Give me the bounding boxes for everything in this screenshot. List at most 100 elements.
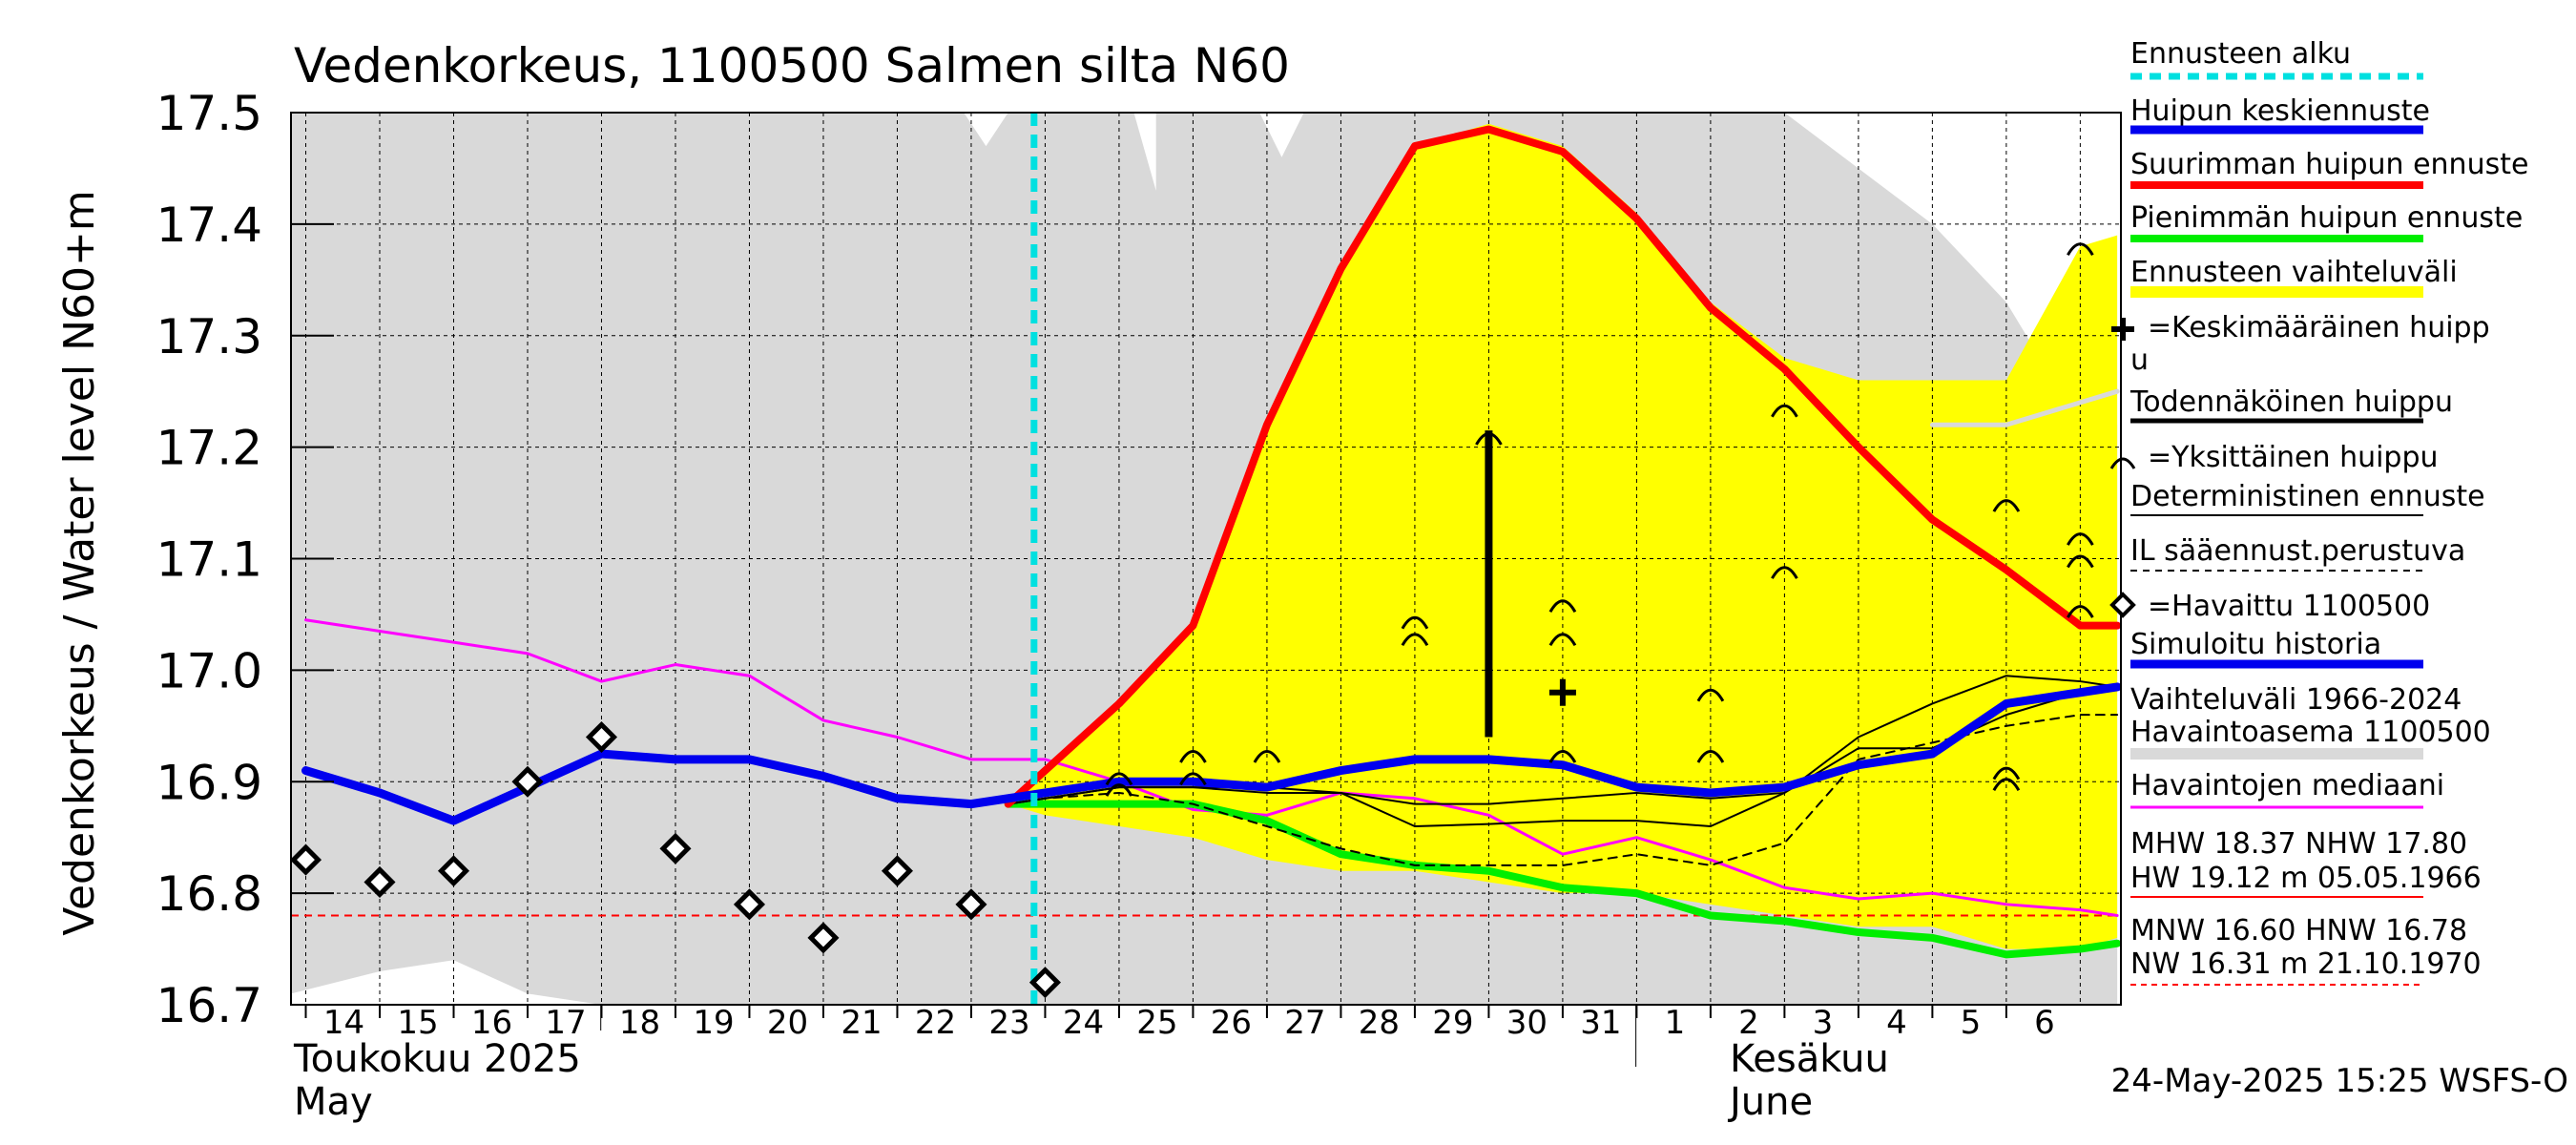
legend-label: Ennusteen vaihteluväli (2130, 256, 2458, 289)
legend-mean-peak-icon (2111, 318, 2134, 341)
footer-timestamp: 24-May-2025 15:25 WSFS-O (2111, 1062, 2568, 1100)
x-tick-label: 29 (1432, 1004, 1473, 1042)
month-label-june-en: June (1727, 1080, 1813, 1124)
forecast-band-area (1008, 123, 2118, 949)
legend-label: =Keskimääräinen huipp (2148, 311, 2490, 344)
x-tick-label: 30 (1506, 1004, 1548, 1042)
legend-observed-icon (2109, 592, 2136, 618)
x-tick-label: 1 (1665, 1004, 1686, 1042)
y-tick-label: 17.0 (156, 643, 262, 698)
single-peak-marker (1179, 750, 1207, 763)
legend-label: Havaintoasema 1100500 (2130, 716, 2491, 749)
legend-label: NW 16.31 m 21.10.1970 (2130, 947, 2482, 981)
legend-label: IL sääennust.perustuva (2130, 534, 2465, 568)
legend-label: u (2130, 344, 2149, 377)
legend-label: Havaintojen mediaani (2130, 769, 2444, 802)
legend-label: Huipun keskiennuste (2130, 94, 2430, 128)
observed-point (659, 832, 692, 864)
x-tick-label: 16 (471, 1004, 512, 1042)
single-peak-marker (1548, 599, 1577, 614)
month-label-june-fi: Kesäkuu (1730, 1037, 1889, 1081)
legend-label: Suurimman huipun ennuste (2130, 148, 2528, 181)
single-peak-marker (1401, 615, 1429, 630)
legend-label: Todennäköinen huippu (2129, 385, 2453, 419)
y-tick-label: 16.7 (156, 978, 262, 1033)
single-peak-marker (1105, 783, 1133, 797)
x-tick-label: 21 (841, 1004, 882, 1042)
legend-label: MHW 18.37 NHW 17.80 (2130, 827, 2467, 861)
legend-single-peak-icon (2109, 457, 2136, 469)
observed-point (733, 888, 766, 921)
x-tick-label: 23 (988, 1004, 1029, 1042)
range-notch (1259, 113, 1304, 157)
mean-peak-marker (1548, 678, 1576, 706)
y-tick-label: 16.9 (156, 755, 262, 810)
series-line (1004, 125, 2121, 808)
single-peak-marker (1696, 750, 1725, 763)
x-tick-label: 28 (1359, 1004, 1400, 1042)
observed-point (881, 855, 913, 887)
single-peak-marker (2067, 242, 2094, 257)
x-axis: 14 15 16 17 18 19 20 21 22 23 24 25 26 27 28 29 30 31 1 2 3 4… (304, 1004, 2055, 1067)
observed-point (807, 922, 840, 954)
x-tick-label: 5 (1961, 1004, 1982, 1042)
single-peak-marker (1992, 766, 2021, 781)
observed-point (437, 855, 470, 887)
single-peak-marker (2067, 554, 2094, 569)
legend-label: Ennusteen alku (2130, 37, 2351, 71)
single-peak-marker (1179, 772, 1207, 786)
series-line (1007, 714, 2119, 866)
legend-label: MNW 16.60 HNW 16.78 (2130, 914, 2467, 947)
single-peak-marker (1253, 750, 1281, 763)
month-label-may-fi: Toukokuu 2025 (293, 1037, 581, 1081)
x-tick-label: 14 (323, 1004, 364, 1042)
range-notch (1111, 113, 1156, 191)
x-tick-label: 17 (545, 1004, 586, 1042)
single-peak-marker (1548, 750, 1577, 763)
legend-label: HW 19.12 m 05.05.1966 (2130, 862, 2482, 895)
observed-point (364, 865, 396, 898)
legend-label: =Havaittu 1100500 (2148, 590, 2430, 623)
legend: Ennusteen alku Huipun keskiennuste Suurimm… (2109, 37, 2528, 986)
x-tick-label: 24 (1063, 1004, 1104, 1042)
single-peak-marker (1401, 633, 1429, 647)
series-line (1929, 388, 2120, 427)
single-peak-marker (1475, 431, 1503, 446)
y-tick-label: 17.2 (156, 421, 262, 476)
x-tick-label: 20 (767, 1004, 808, 1042)
series-line (301, 682, 2121, 825)
observed-point (955, 888, 987, 921)
y-axis-label: Vedenkorkeus / Water level N60+m (55, 190, 104, 935)
single-peak-marker (1548, 633, 1577, 647)
legend-label: Deterministinen ennuste (2130, 480, 2485, 513)
single-peak-marker (1105, 772, 1133, 786)
observed-point (511, 765, 544, 798)
series-line (1004, 800, 2121, 959)
legend-label: Vaihteluväli 1966-2024 (2130, 683, 2462, 717)
observed-point (1028, 967, 1061, 999)
y-axis: 16.7 16.8 16.9 17.0 17.1 17.2 17.3 17.4 17.5 (156, 86, 334, 1033)
peak-markers (1105, 242, 2094, 797)
x-tick-label: 6 (2034, 1004, 2055, 1042)
x-tick-label: 15 (397, 1004, 438, 1042)
series-lines (301, 125, 2121, 959)
single-peak-marker (1771, 566, 1798, 579)
range-notch (964, 113, 1008, 147)
y-tick-label: 17.4 (156, 198, 262, 253)
x-tick-label: 19 (693, 1004, 734, 1042)
y-tick-label: 17.5 (156, 86, 262, 141)
y-tick-label: 17.1 (156, 532, 262, 588)
forecast-range-band (1008, 123, 2118, 949)
observed-point (585, 720, 618, 754)
legend-label: Pienimmän huipun ennuste (2130, 201, 2523, 235)
chart-title: Vedenkorkeus, 1100500 Salmen silta N60 (294, 38, 1290, 94)
y-tick-label: 17.3 (156, 309, 262, 364)
single-peak-marker (1992, 778, 2021, 792)
x-tick-label: 31 (1580, 1004, 1621, 1042)
single-peak-marker (2067, 532, 2094, 546)
single-peak-marker (1992, 499, 2021, 512)
x-tick-label: 18 (619, 1004, 660, 1042)
month-label-may-en: May (294, 1080, 373, 1124)
y-tick-label: 16.8 (156, 866, 262, 922)
